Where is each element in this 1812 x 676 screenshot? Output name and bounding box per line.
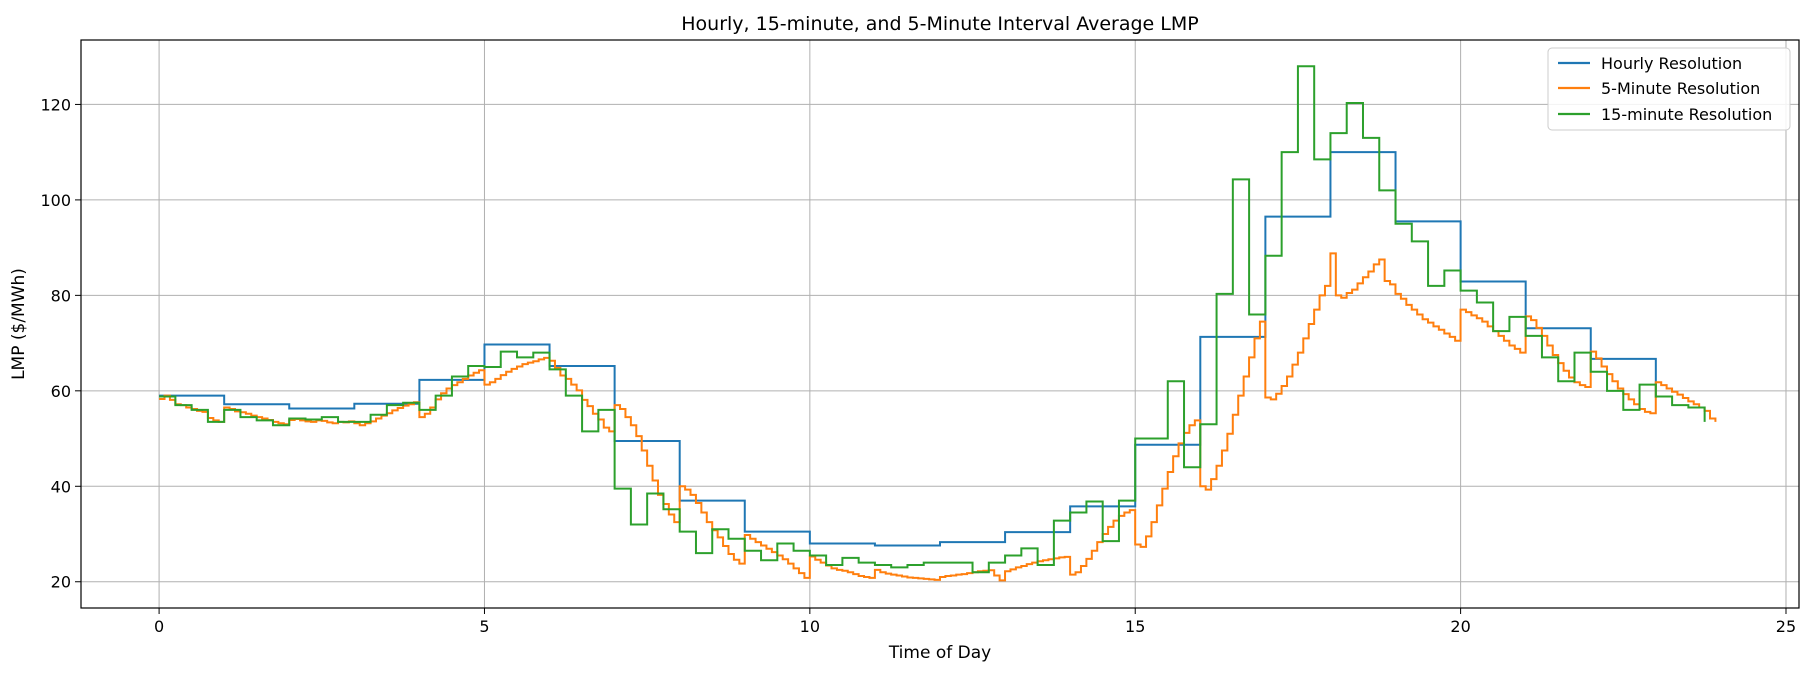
x-axis-ticks: 0 5 10 15 20 25 [154, 608, 1796, 636]
y-axis-ticks: 20 40 60 80 100 120 [40, 95, 81, 592]
x-tick-label: 15 [1125, 617, 1145, 636]
y-tick-label: 120 [40, 95, 71, 114]
y-tick-label: 40 [51, 477, 71, 496]
gridlines [81, 40, 1799, 608]
y-axis-title: LMP ($/MWh) [9, 268, 29, 380]
chart-title: Hourly, 15-minute, and 5-Minute Interval… [681, 13, 1198, 35]
y-tick-label: 100 [40, 191, 71, 210]
x-tick-label: 0 [154, 617, 164, 636]
legend-label-15min: 15-minute Resolution [1601, 105, 1772, 124]
series-lines [159, 65, 1717, 582]
series-line-hourly [159, 151, 1657, 547]
plot-area-frame [80, 39, 1800, 609]
legend-label-hourly: Hourly Resolution [1601, 54, 1742, 73]
legend-label-5min: 5-Minute Resolution [1601, 79, 1760, 98]
x-tick-label: 25 [1776, 617, 1796, 636]
legend-box [1547, 47, 1791, 131]
y-tick-label: 20 [51, 573, 71, 592]
x-tick-label: 5 [479, 617, 489, 636]
series-line-15-minute [159, 65, 1706, 574]
x-tick-label: 20 [1450, 617, 1470, 636]
x-axis-title: Time of Day [888, 643, 991, 663]
y-tick-label: 80 [51, 286, 71, 305]
y-tick-label: 60 [51, 382, 71, 401]
x-tick-label: 10 [800, 617, 820, 636]
legend: Hourly Resolution 5-Minute Resolution 15… [1547, 47, 1791, 131]
series-line-5-minute [159, 252, 1717, 582]
